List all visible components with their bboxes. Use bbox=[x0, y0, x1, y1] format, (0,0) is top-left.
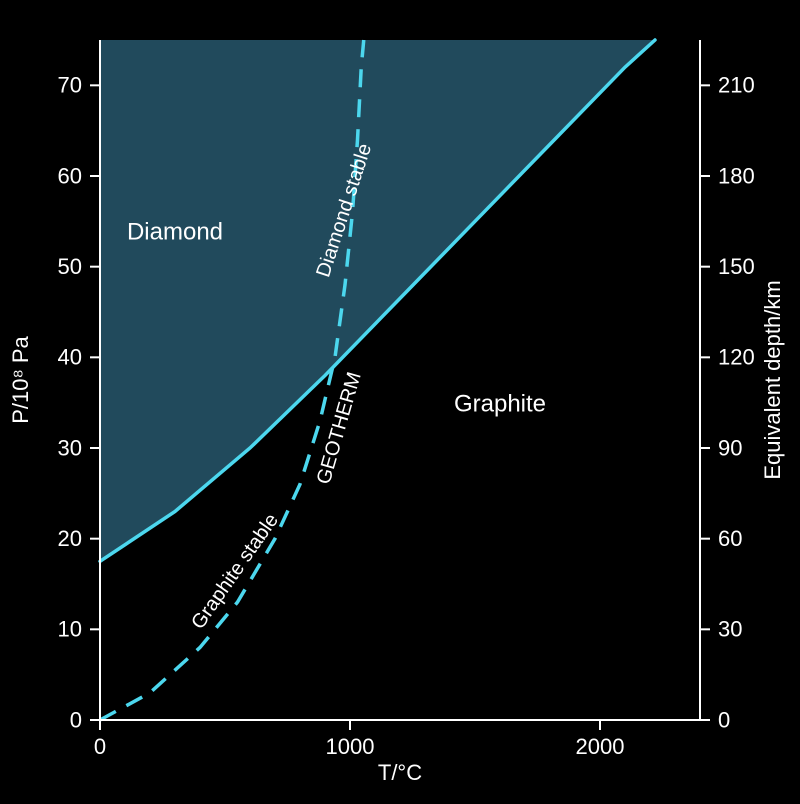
y-left-tick-label: 20 bbox=[58, 526, 82, 551]
y-left-tick-label: 70 bbox=[58, 73, 82, 98]
y-left-tick-label: 30 bbox=[58, 435, 82, 460]
phase-diagram-chart: 0 1000 2000 T/°C 0 10 20 30 40 50 60 70 P/10⁸ Pa 0 30 6… bbox=[0, 0, 800, 804]
y-left-tick-label: 0 bbox=[70, 707, 82, 732]
y-right-axis-label: Equivalent depth/km bbox=[760, 280, 785, 479]
y-right-tick-label: 150 bbox=[718, 254, 755, 279]
y-right-tick-label: 120 bbox=[718, 345, 755, 370]
x-tick-label: 2000 bbox=[576, 734, 625, 759]
x-tick-label: 1000 bbox=[326, 734, 375, 759]
y-right-tick-label: 60 bbox=[718, 526, 742, 551]
x-axis-label: T/°C bbox=[378, 760, 422, 785]
y-right-tick-label: 210 bbox=[718, 73, 755, 98]
y-left-tick-label: 10 bbox=[58, 617, 82, 642]
y-right-tick-label: 30 bbox=[718, 617, 742, 642]
y-right-tick-label: 0 bbox=[718, 707, 730, 732]
y-left-tick-label: 60 bbox=[58, 163, 82, 188]
y-right-tick-label: 90 bbox=[718, 435, 742, 460]
y-left-tick-label: 50 bbox=[58, 254, 82, 279]
graphite-region-label: Graphite bbox=[454, 391, 546, 418]
y-left-tick-label: 40 bbox=[58, 345, 82, 370]
diamond-region-label: Diamond bbox=[127, 218, 223, 245]
x-tick-label: 0 bbox=[94, 734, 106, 759]
y-left-axis-label: P/10⁸ Pa bbox=[8, 335, 33, 423]
y-right-tick-label: 180 bbox=[718, 163, 755, 188]
